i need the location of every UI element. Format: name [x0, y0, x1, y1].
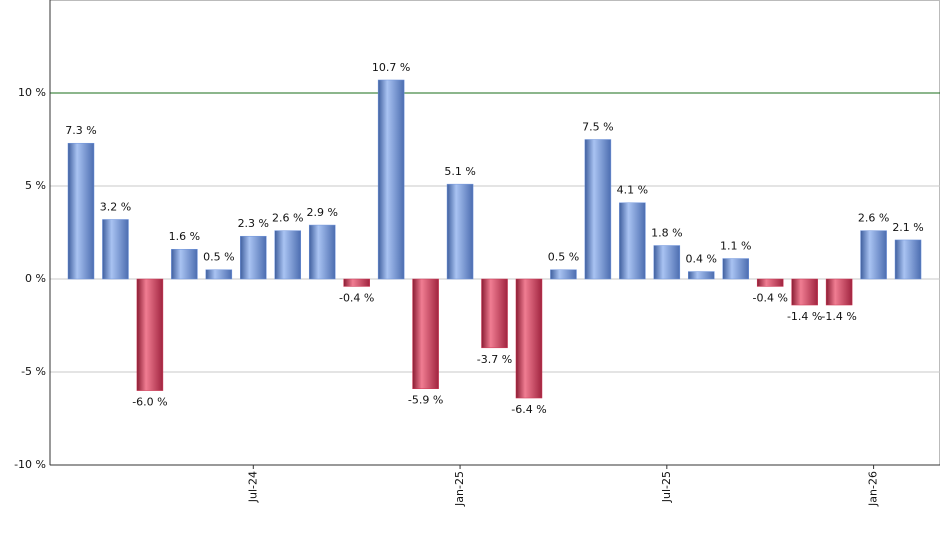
value-label: 1.1 % [720, 240, 751, 253]
value-label: -1.4 % [787, 310, 822, 323]
value-label: 10.7 % [372, 61, 410, 74]
value-label: 7.3 % [65, 124, 96, 137]
value-label: 2.6 % [272, 212, 303, 225]
bar [377, 79, 405, 280]
value-label: 0.5 % [548, 251, 579, 264]
value-label: 2.3 % [238, 217, 269, 230]
bar [550, 269, 577, 280]
bar [722, 258, 749, 280]
value-label: -0.4 % [339, 291, 374, 304]
bar [102, 219, 129, 280]
value-label: -3.7 % [477, 353, 512, 366]
x-tick-label: Jan-25 [453, 471, 466, 507]
bar [860, 230, 887, 280]
value-label: 4.1 % [617, 184, 648, 197]
bar [412, 278, 439, 389]
value-label: 7.5 % [582, 121, 613, 134]
bar [136, 278, 164, 391]
value-label: 1.8 % [651, 227, 682, 240]
value-label: -1.4 % [821, 310, 856, 323]
x-tick-label: Jul-25 [660, 471, 673, 503]
bar [446, 183, 474, 280]
bar [584, 139, 612, 280]
bar [619, 202, 646, 280]
bar [894, 239, 922, 280]
y-tick-label: -10 % [14, 458, 46, 471]
bar [274, 230, 302, 280]
y-tick-label: 5 % [25, 179, 46, 192]
bar [653, 245, 681, 280]
bar [756, 278, 784, 287]
bar [481, 278, 508, 349]
value-label: 0.4 % [686, 253, 717, 266]
value-label: 1.6 % [169, 230, 200, 243]
bar [515, 278, 543, 399]
value-label: -6.0 % [132, 396, 167, 409]
bar [688, 271, 715, 280]
y-tick-label: -5 % [21, 365, 46, 378]
x-tick-label: Jan-26 [867, 471, 880, 507]
y-tick-label: 10 % [18, 86, 46, 99]
bar [791, 278, 818, 306]
value-label: -6.4 % [511, 403, 546, 416]
bar [240, 235, 267, 280]
value-label: -5.9 % [408, 394, 443, 407]
bar [343, 278, 370, 287]
x-tick-label: Jul-24 [246, 471, 259, 503]
value-label: 2.1 % [892, 221, 923, 234]
value-label: 0.5 % [203, 251, 234, 264]
bar [308, 224, 336, 280]
value-label: -0.4 % [752, 291, 787, 304]
bar [171, 248, 198, 280]
value-label: 5.1 % [444, 165, 475, 178]
bar [205, 269, 233, 280]
bar [67, 142, 95, 280]
value-label: 3.2 % [100, 200, 131, 213]
value-label: 2.6 % [858, 212, 889, 225]
value-label: 2.9 % [306, 206, 337, 219]
y-tick-label: 0 % [25, 272, 46, 285]
bar [825, 278, 853, 306]
